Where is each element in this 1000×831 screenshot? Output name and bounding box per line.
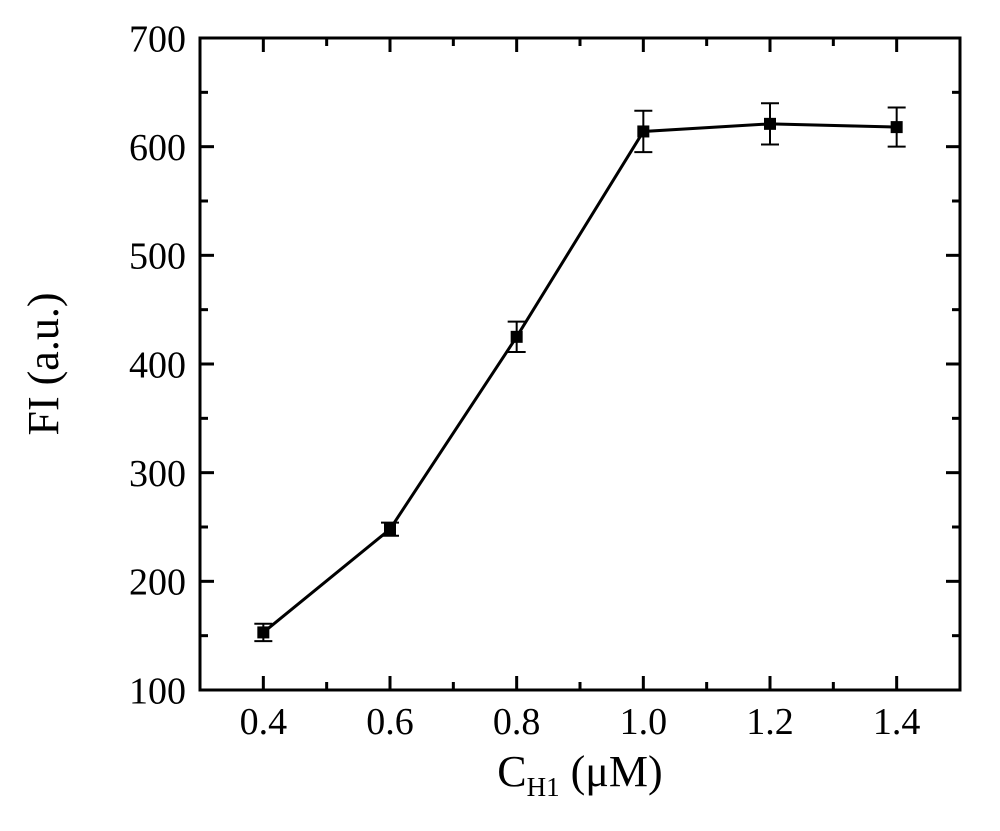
x-tick-label: 1.2 <box>746 701 794 743</box>
y-tick-label: 700 <box>129 18 186 60</box>
data-marker <box>257 626 269 638</box>
data-marker <box>511 331 523 343</box>
y-axis-label: FI (a.u.) <box>19 293 68 436</box>
y-tick-label: 100 <box>129 670 186 712</box>
data-marker <box>891 121 903 133</box>
series-line <box>263 124 896 633</box>
data-marker <box>384 523 396 535</box>
y-tick-label: 200 <box>129 562 186 604</box>
data-marker <box>764 118 776 130</box>
x-tick-label: 0.8 <box>493 701 541 743</box>
x-tick-label: 0.4 <box>240 701 288 743</box>
y-tick-label: 600 <box>129 127 186 169</box>
y-tick-label: 500 <box>129 236 186 278</box>
x-tick-label: 1.4 <box>873 701 921 743</box>
x-tick-label: 0.6 <box>366 701 414 743</box>
line-chart: 0.4 0.6 0.8 1.0 1.2 1.4 100 200 300 400 500 600 700 F… <box>0 0 1000 831</box>
x-tick-label: 1.0 <box>620 701 668 743</box>
y-tick-label: 300 <box>129 453 186 495</box>
data-marker <box>637 125 649 137</box>
y-tick-label: 400 <box>129 344 186 386</box>
chart-container: 0.4 0.6 0.8 1.0 1.2 1.4 100 200 300 400 500 600 700 F… <box>0 0 1000 831</box>
x-axis-label: CH1 (μM) <box>497 747 662 802</box>
